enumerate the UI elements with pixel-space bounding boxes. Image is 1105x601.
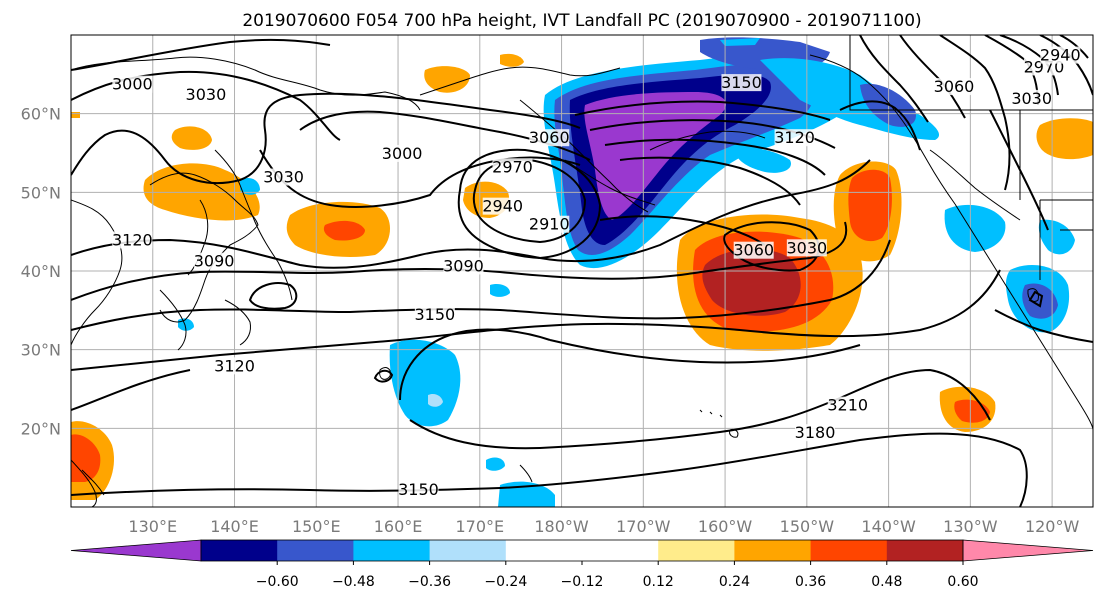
contour-label: 3030 — [1011, 89, 1052, 108]
colorbar-segment — [277, 540, 354, 561]
colorbar-extend-low — [70, 539, 202, 562]
contour-label-bg — [398, 480, 439, 498]
colorbar-extend-high — [962, 539, 1094, 562]
contour-label: 3210 — [827, 396, 868, 415]
colorbar-label: −0.60 — [256, 574, 299, 590]
contour-label: 3030 — [186, 85, 227, 104]
contour-label-bg — [263, 168, 304, 186]
lat-tick-label: 30°N — [21, 341, 61, 360]
colorbar-segment — [886, 540, 964, 561]
figure-title: 2019070600 F054 700 hPa height, IVT Land… — [242, 11, 921, 31]
longitude-labels: 130°E 140°E 150°E 160°E 170°E 180°W 170°W 160°W… — [128, 517, 1079, 536]
colorbar-label: −0.36 — [408, 574, 451, 590]
colorbar-segment — [429, 540, 507, 561]
lon-tick-label: 180°W — [534, 517, 589, 536]
contour-labels: 3000 3030 3030 3000 3060 2970 2940 2910 3120 3090… — [112, 46, 1081, 499]
contour-label: 3060 — [733, 241, 774, 260]
contour-label-bg — [214, 357, 255, 375]
lon-tick-label: 170°W — [616, 517, 671, 536]
contour-label: 3060 — [934, 77, 975, 96]
contour-label-bg — [492, 158, 533, 176]
contour-label: 3000 — [382, 144, 423, 163]
contour-label: 3000 — [112, 75, 153, 94]
lon-tick-label: 150°E — [292, 517, 341, 536]
contour-label-bg — [1040, 46, 1081, 64]
colorbar-segment — [658, 540, 735, 561]
contour-label: 3030 — [786, 238, 827, 257]
colorbar-segment — [582, 540, 659, 561]
contour-label: 3120 — [214, 356, 255, 375]
colorbar-segment — [353, 540, 431, 561]
lat-tick-label: 20°N — [21, 419, 61, 438]
colorbar-segment — [734, 540, 812, 561]
contour-label-bg — [786, 239, 827, 257]
contour-label-bg — [934, 78, 975, 96]
contour-label: 3030 — [263, 168, 304, 187]
lon-tick-label: 150°W — [780, 517, 835, 536]
lon-tick-label: 170°E — [455, 517, 504, 536]
colorbar-label: −0.12 — [561, 574, 604, 590]
colorbar-segment — [505, 540, 583, 561]
colorbar-label: 0.48 — [871, 574, 902, 590]
contour-label-bg — [1011, 89, 1052, 107]
lat-tick-label: 40°N — [21, 262, 61, 281]
lon-tick-label: 130°E — [128, 517, 177, 536]
colorbar-label: 0.36 — [795, 574, 826, 590]
height-contours — [71, 35, 1093, 507]
contour-label: 3150 — [721, 73, 762, 92]
colorbar-label: 0.12 — [643, 574, 674, 590]
colorbar-label: 0.60 — [947, 574, 978, 590]
contour-label-bg — [529, 129, 570, 147]
ivt-positive-shading — [71, 53, 1093, 500]
colorbar-label: −0.48 — [332, 574, 375, 590]
contour-label: 3060 — [529, 128, 570, 147]
contour-label: 2940 — [482, 197, 523, 216]
contour-label: 3120 — [774, 128, 815, 147]
contour-label-bg — [733, 241, 774, 259]
colorbar-label: −0.24 — [484, 574, 527, 590]
contour-label: 2970 — [492, 157, 533, 176]
lon-tick-label: 120°W — [1025, 517, 1080, 536]
colorbar-label: 0.24 — [719, 574, 750, 590]
lon-tick-label: 140°W — [861, 517, 916, 536]
contour-label-bg — [443, 257, 484, 275]
colorbar: −0.60 −0.48 −0.36 −0.24 −0.12 0.12 0.24 0.36 0.4… — [70, 539, 1094, 590]
contour-label-bg — [721, 74, 762, 92]
contour-label-bg — [185, 85, 226, 103]
contour-label-bg — [774, 129, 815, 147]
colorbar-segment — [810, 540, 888, 561]
lon-tick-label: 160°W — [698, 517, 753, 536]
contour-label: 3150 — [398, 480, 439, 499]
contour-label-bg — [827, 396, 868, 414]
contour-label: 3150 — [414, 305, 455, 324]
contour-label: 3120 — [112, 230, 153, 249]
contour-label: 2910 — [529, 215, 570, 234]
latitude-labels: 20°N 30°N 40°N 50°N 60°N — [21, 105, 61, 439]
map-gridlines — [71, 35, 1093, 507]
map-area: 3000 3030 3030 3000 3060 2970 2940 2910 3120 3090… — [70, 34, 1094, 508]
lon-tick-label: 160°E — [374, 517, 423, 536]
colorbar-segment — [201, 540, 278, 561]
contour-label-bg — [529, 215, 570, 233]
lat-tick-label: 50°N — [21, 183, 61, 202]
contour-label: 2940 — [1040, 46, 1081, 65]
contour-label: 3180 — [795, 423, 836, 442]
contour-label-bg — [482, 197, 523, 215]
contour-label-bg — [414, 306, 455, 324]
lat-tick-label: 60°N — [21, 105, 61, 124]
contour-label: 3090 — [443, 256, 484, 275]
coastlines — [71, 35, 1093, 507]
contour-label-bg — [795, 424, 836, 442]
contour-label: 3090 — [194, 252, 235, 271]
contour-label-bg — [112, 231, 153, 249]
contour-label-bg — [112, 75, 153, 93]
lon-tick-label: 130°W — [943, 517, 998, 536]
lon-tick-label: 140°E — [210, 517, 259, 536]
map-frame — [70, 34, 1094, 508]
contour-label-bg — [382, 144, 423, 162]
contour-label-bg — [194, 252, 235, 270]
